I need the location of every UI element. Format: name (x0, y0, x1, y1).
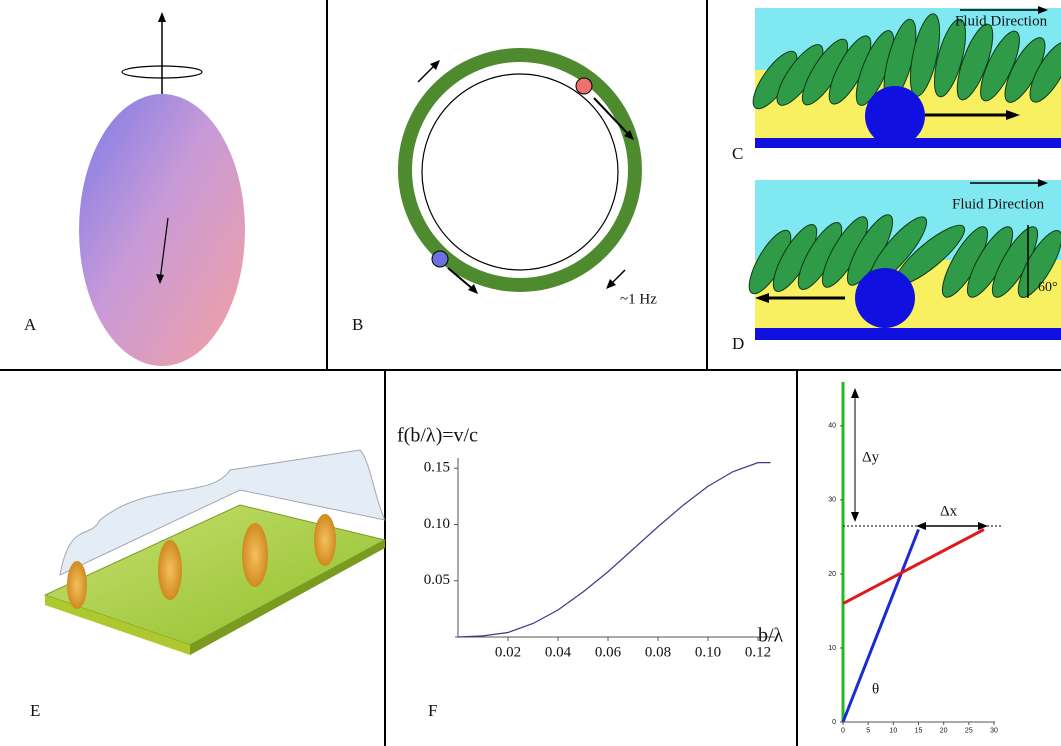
y-tick-label: 0.15 (424, 460, 450, 476)
angle-label: 60° (1038, 280, 1058, 295)
panel-label: C (732, 144, 743, 163)
y-tick-label: 20 (828, 571, 836, 578)
panel-b: ~1 Hz B (352, 55, 657, 334)
y-tick-label: 0.10 (424, 516, 450, 532)
panel-label: A (24, 315, 37, 334)
data-line (843, 529, 919, 722)
panel-d: Fluid Direction 60° D (732, 179, 1061, 353)
x-tick-label: 0.02 (495, 644, 521, 660)
y-tick-label: 40 (828, 423, 836, 430)
x-tick-label: 0.10 (695, 644, 721, 660)
x-tick-label: 20 (940, 727, 948, 734)
panel-label: F (428, 701, 437, 720)
annotation: Δy (862, 449, 880, 465)
panel-label: E (30, 701, 40, 720)
x-tick-label: 0.08 (645, 644, 671, 660)
x-axis-label: b/λ (758, 625, 784, 647)
y-tick-label: 10 (828, 645, 836, 652)
x-tick-label: 15 (915, 727, 923, 734)
x-tick-label: 10 (889, 727, 897, 734)
frequency-label: ~1 Hz (620, 291, 657, 307)
panel-e: E (30, 450, 385, 720)
fluid-direction: Fluid Direction (952, 196, 1045, 212)
panel-a: A (24, 12, 245, 366)
x-tick-label: 0.12 (745, 644, 771, 660)
x-tick-label: 30 (990, 727, 998, 734)
panel-c: Fluid Direction C (732, 6, 1061, 163)
chart-f: f(b/λ)=v/c b/λ F (397, 425, 784, 720)
annotation: θ (872, 681, 879, 697)
panel-label: B (352, 315, 363, 334)
y-axis-label: f(b/λ)=v/c (397, 425, 478, 447)
annotation: Δx (940, 503, 958, 519)
panel-label: D (732, 334, 744, 353)
y-tick-label: 0.05 (424, 572, 450, 588)
x-tick-label: 0.04 (545, 644, 572, 660)
y-tick-label: 30 (828, 497, 836, 504)
y-tick-label: 0 (832, 719, 836, 726)
x-tick-label: 0.06 (595, 644, 622, 660)
x-tick-label: 5 (866, 727, 870, 734)
chart-g: Δy Δx θ (843, 382, 1003, 722)
data-line (458, 463, 771, 637)
x-tick-label: 0 (841, 727, 845, 734)
figure: A ~1 Hz B (0, 0, 1061, 746)
fluid-direction: Fluid Direction (955, 13, 1048, 29)
x-tick-label: 25 (965, 727, 973, 734)
